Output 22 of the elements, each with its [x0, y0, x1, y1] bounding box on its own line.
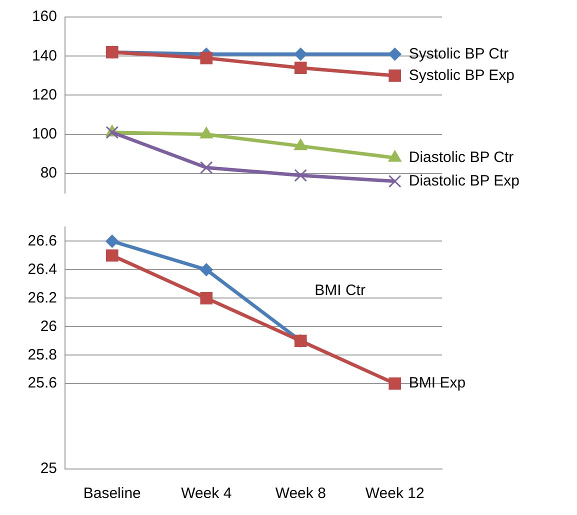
- y-tick-label: 140: [32, 47, 57, 64]
- y-tick-label: 25.6: [28, 374, 57, 392]
- series-label: Diastolic BP Ctr: [408, 148, 514, 166]
- series-label: Diastolic BP Exp: [408, 172, 520, 190]
- x-tick-label: Week 4: [181, 485, 232, 502]
- x-tick-label: Week 8: [275, 485, 326, 502]
- text: BMI Ctr: [314, 282, 366, 300]
- series-label: BMI Exp: [408, 374, 466, 392]
- y-tick-label: 26.4: [28, 260, 57, 278]
- series-label: Systolic BP Exp: [408, 66, 514, 84]
- x-tick-label: Baseline: [83, 485, 141, 502]
- series-label: Systolic BP Ctr: [408, 45, 509, 62]
- y-tick-label: 25: [40, 460, 57, 478]
- y-tick-label: 25.8: [28, 346, 57, 364]
- y-tick-label: 160: [32, 8, 57, 26]
- y-tick-label: 100: [32, 125, 57, 142]
- y-tick-label: 26: [40, 318, 57, 335]
- y-tick-label: 120: [32, 86, 57, 104]
- y-tick-label: 26.2: [28, 289, 57, 306]
- x-tick-label: Week 12: [365, 485, 424, 502]
- y-tick-label: 80: [40, 164, 57, 182]
- y-tick-label: 26.6: [28, 232, 57, 250]
